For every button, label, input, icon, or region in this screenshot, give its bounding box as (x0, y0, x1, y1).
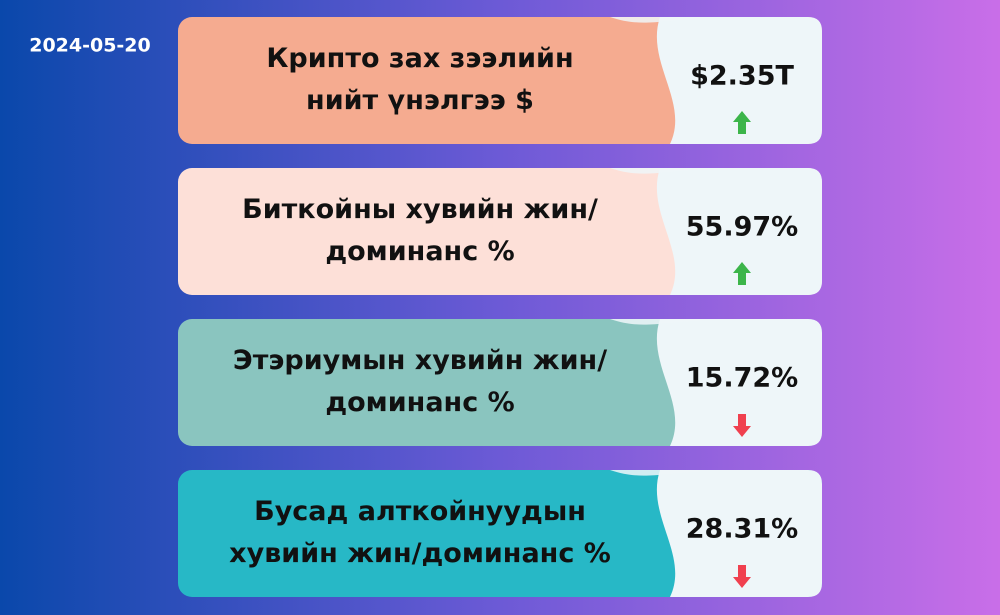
card-value-panel (656, 17, 822, 144)
card-label: доминанс % (325, 387, 514, 418)
card-value-panel (656, 319, 822, 446)
card-value-panel (656, 168, 822, 295)
card-value: 55.97% (686, 212, 798, 243)
trend-down-arrow (733, 414, 751, 437)
card-wave (610, 470, 700, 476)
trend-up-arrow (733, 111, 751, 134)
card-value: $2.35T (690, 61, 794, 92)
card-label: нийт үнэлгээ $ (306, 85, 534, 116)
card: Биткойны хувийн жин/доминанс % 55.97% (178, 168, 822, 295)
card-label: Крипто зах зээлийн (266, 43, 573, 74)
card-label: Биткойны хувийн жин/ (242, 194, 598, 225)
card: Этэриумын хувийн жин/доминанс % 15.72% (178, 319, 822, 446)
card-value-panel (656, 470, 822, 597)
card-wave (610, 319, 700, 325)
card: Крипто зах зээлийн нийт үнэлгээ $ $2.35T (178, 17, 822, 144)
card-label: Бусад алткойнуудын (254, 496, 586, 527)
card-wave (610, 168, 700, 174)
card-label: Этэриумын хувийн жин/ (233, 345, 607, 376)
card-value: 28.31% (686, 514, 798, 545)
card-wave (610, 17, 700, 23)
card-label: хувийн жин/доминанс % (229, 538, 611, 569)
trend-up-arrow (733, 262, 751, 285)
card-value: 15.72% (686, 363, 798, 394)
card: Бусад алткойнуудын хувийн жин/доминанс % 2… (178, 470, 822, 597)
card-label: доминанс % (325, 236, 514, 267)
date: 2024-05-20 (29, 35, 151, 57)
trend-down-arrow (733, 565, 751, 588)
